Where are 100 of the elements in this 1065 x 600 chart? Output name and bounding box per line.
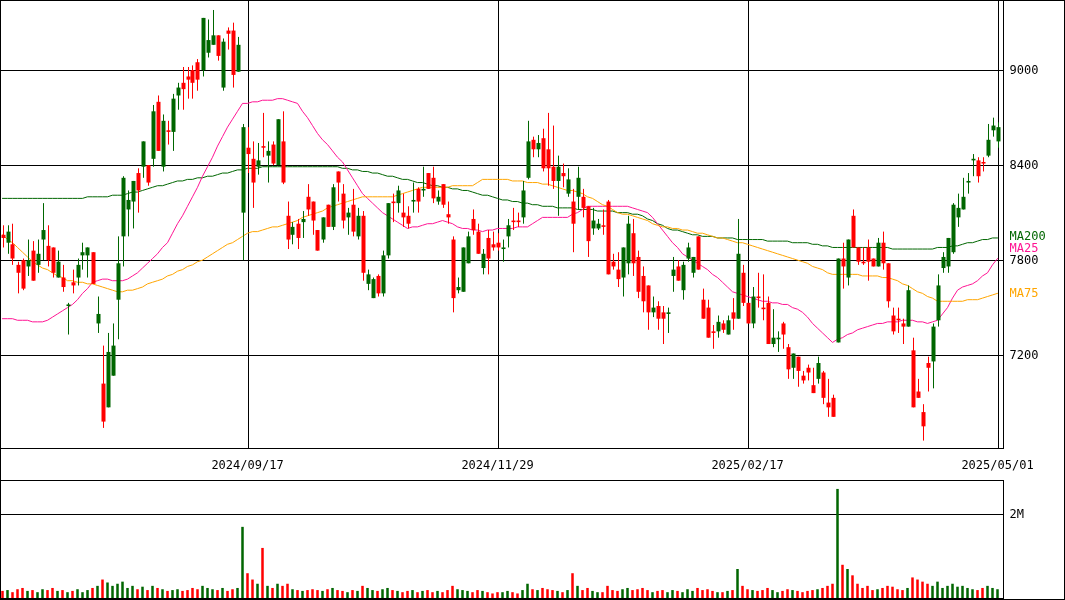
bar [36,592,39,599]
candlestick [251,140,256,209]
candlestick [56,250,61,279]
bar [901,590,904,599]
x-tick-label: 2024/11/29 [461,457,534,472]
bar [776,592,779,599]
bar [801,592,804,599]
candlestick [36,239,41,274]
candlestick [1,224,6,248]
bar [306,590,309,599]
bar [431,592,434,599]
candlestick [431,166,436,204]
candlestick [471,208,476,236]
candlestick [531,136,536,158]
bar [436,590,439,599]
bar [661,590,664,599]
bar [206,587,209,599]
bar [71,590,74,599]
bar [726,590,729,599]
candlestick [816,356,821,385]
bar [826,585,829,599]
bar [1,590,4,599]
bar [906,587,909,599]
bar [591,590,594,599]
bar [566,590,569,599]
bar [396,590,399,599]
candlestick [811,367,816,394]
bar [551,590,554,599]
bar [166,590,169,599]
candlestick [926,356,931,393]
bar [191,587,194,599]
bar [521,590,524,599]
candlestick [85,246,90,279]
bar [751,590,754,599]
candlestick [411,182,416,214]
bar [946,585,949,599]
bar [366,587,369,599]
bar [86,590,89,599]
bar [221,587,224,599]
bar [426,590,429,599]
candlestick [616,251,621,288]
candlestick [796,356,801,388]
y-tick-label: 8400 [1009,158,1039,173]
bar [656,590,659,599]
bar [676,590,679,599]
candlestick [406,205,411,229]
candlestick [726,315,731,336]
candlestick [131,180,136,229]
bar [156,587,159,599]
candlestick [676,259,681,282]
y-tick-label: 7800 [1009,253,1039,268]
bar [531,589,534,599]
bar [141,586,144,599]
bar [796,590,799,599]
y-tick-label: 2M [1009,507,1024,522]
bar [696,587,699,599]
candlestick [261,112,266,158]
candlestick [731,297,736,331]
candlestick [831,394,836,418]
candlestick [6,224,11,255]
bar [416,592,419,599]
candlestick [271,140,276,166]
candlestick [481,248,486,275]
bar [526,583,529,599]
bar [66,592,69,599]
candlestick [536,134,541,158]
bar [451,585,454,599]
bar [686,589,689,599]
bar [871,590,874,599]
bar [731,590,734,599]
bar [761,590,764,599]
candlestick [986,123,991,158]
bar [771,590,774,599]
bar [921,581,924,599]
bar [401,592,404,599]
bar [806,590,809,599]
bar [711,590,714,599]
bar [326,589,329,599]
candlestick [195,58,200,92]
bar [586,587,589,599]
bar [916,579,919,599]
bar [196,589,199,599]
bar [496,592,499,599]
bar [6,590,9,599]
bar [881,587,884,599]
bar [791,590,794,599]
bar [721,592,724,599]
candlestick [321,216,326,244]
bar [101,579,104,599]
bar [581,590,584,599]
bar [701,590,704,599]
bar [236,587,239,599]
bar [351,590,354,599]
bar [181,590,184,599]
bar [896,589,899,599]
bar [636,589,639,599]
bar [51,587,54,599]
bar [406,590,409,599]
bar [536,590,539,599]
bar [241,526,244,599]
